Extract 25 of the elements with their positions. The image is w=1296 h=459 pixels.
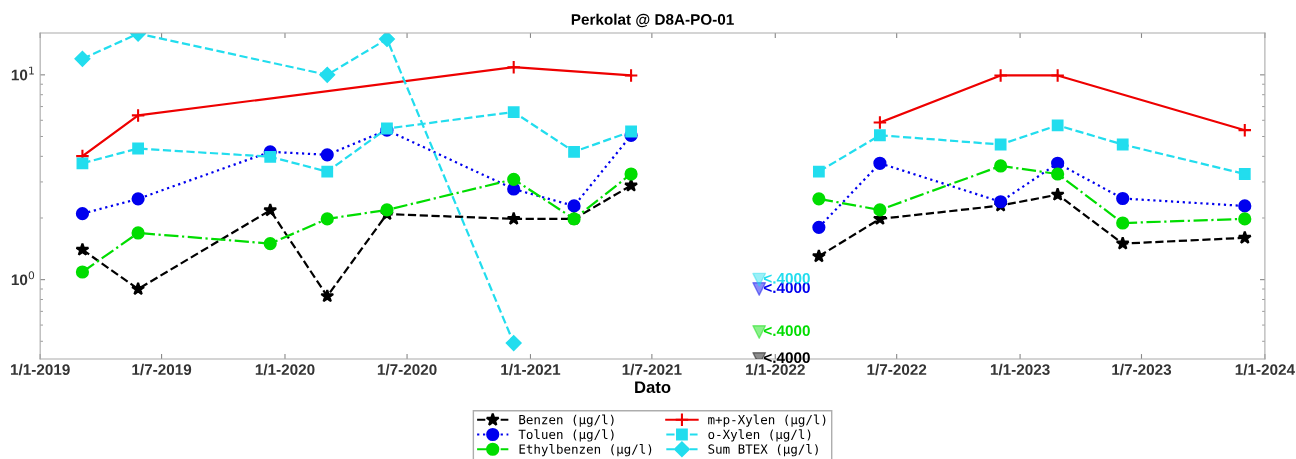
legend-label: Ethylbenzen (µg/l) (519, 444, 652, 457)
data-label: <.4000 (763, 352, 810, 364)
y-tick-label: 10$^{0}$ (11, 271, 35, 286)
x-tick-label: 1/1-2022 (746, 363, 805, 376)
legend-label: Sum BTEX (µg/l) (708, 444, 818, 457)
x-tick-label: 1/1-2021 (501, 363, 561, 376)
legend-label: Benzen (µg/l) (519, 414, 614, 427)
x-tick-label: 1/1-2023 (990, 363, 1050, 376)
x-axis-title: Dato (635, 381, 671, 394)
x-tick-label: 1/1-2019 (10, 363, 70, 376)
legend-label: Toluen (µg/l) (518, 429, 614, 442)
x-tick-label: 1/1-2020 (255, 363, 315, 376)
legend-label: o-Xylen (µg/l) (708, 429, 811, 442)
x-tick-label: 1/1-2024 (1235, 363, 1295, 376)
x-tick-label: 1/7-2021 (622, 363, 682, 376)
x-tick-label: 1/7-2022 (867, 363, 927, 376)
x-tick-label: 1/7-2023 (1112, 363, 1172, 376)
data-label: <.4000 (763, 272, 810, 284)
legend-label: m+p-Xylen (µg/l) (708, 414, 826, 427)
data-label: <.4000 (763, 325, 810, 337)
y-tick-label: 10$^{1}$ (11, 66, 34, 81)
data-label: <.4000 (763, 282, 810, 294)
x-tick-label: 1/7-2019 (132, 363, 192, 376)
chart-title: Perkolat @ D8A-PO-01 (571, 13, 734, 28)
x-tick-label: 1/7-2020 (377, 363, 437, 376)
